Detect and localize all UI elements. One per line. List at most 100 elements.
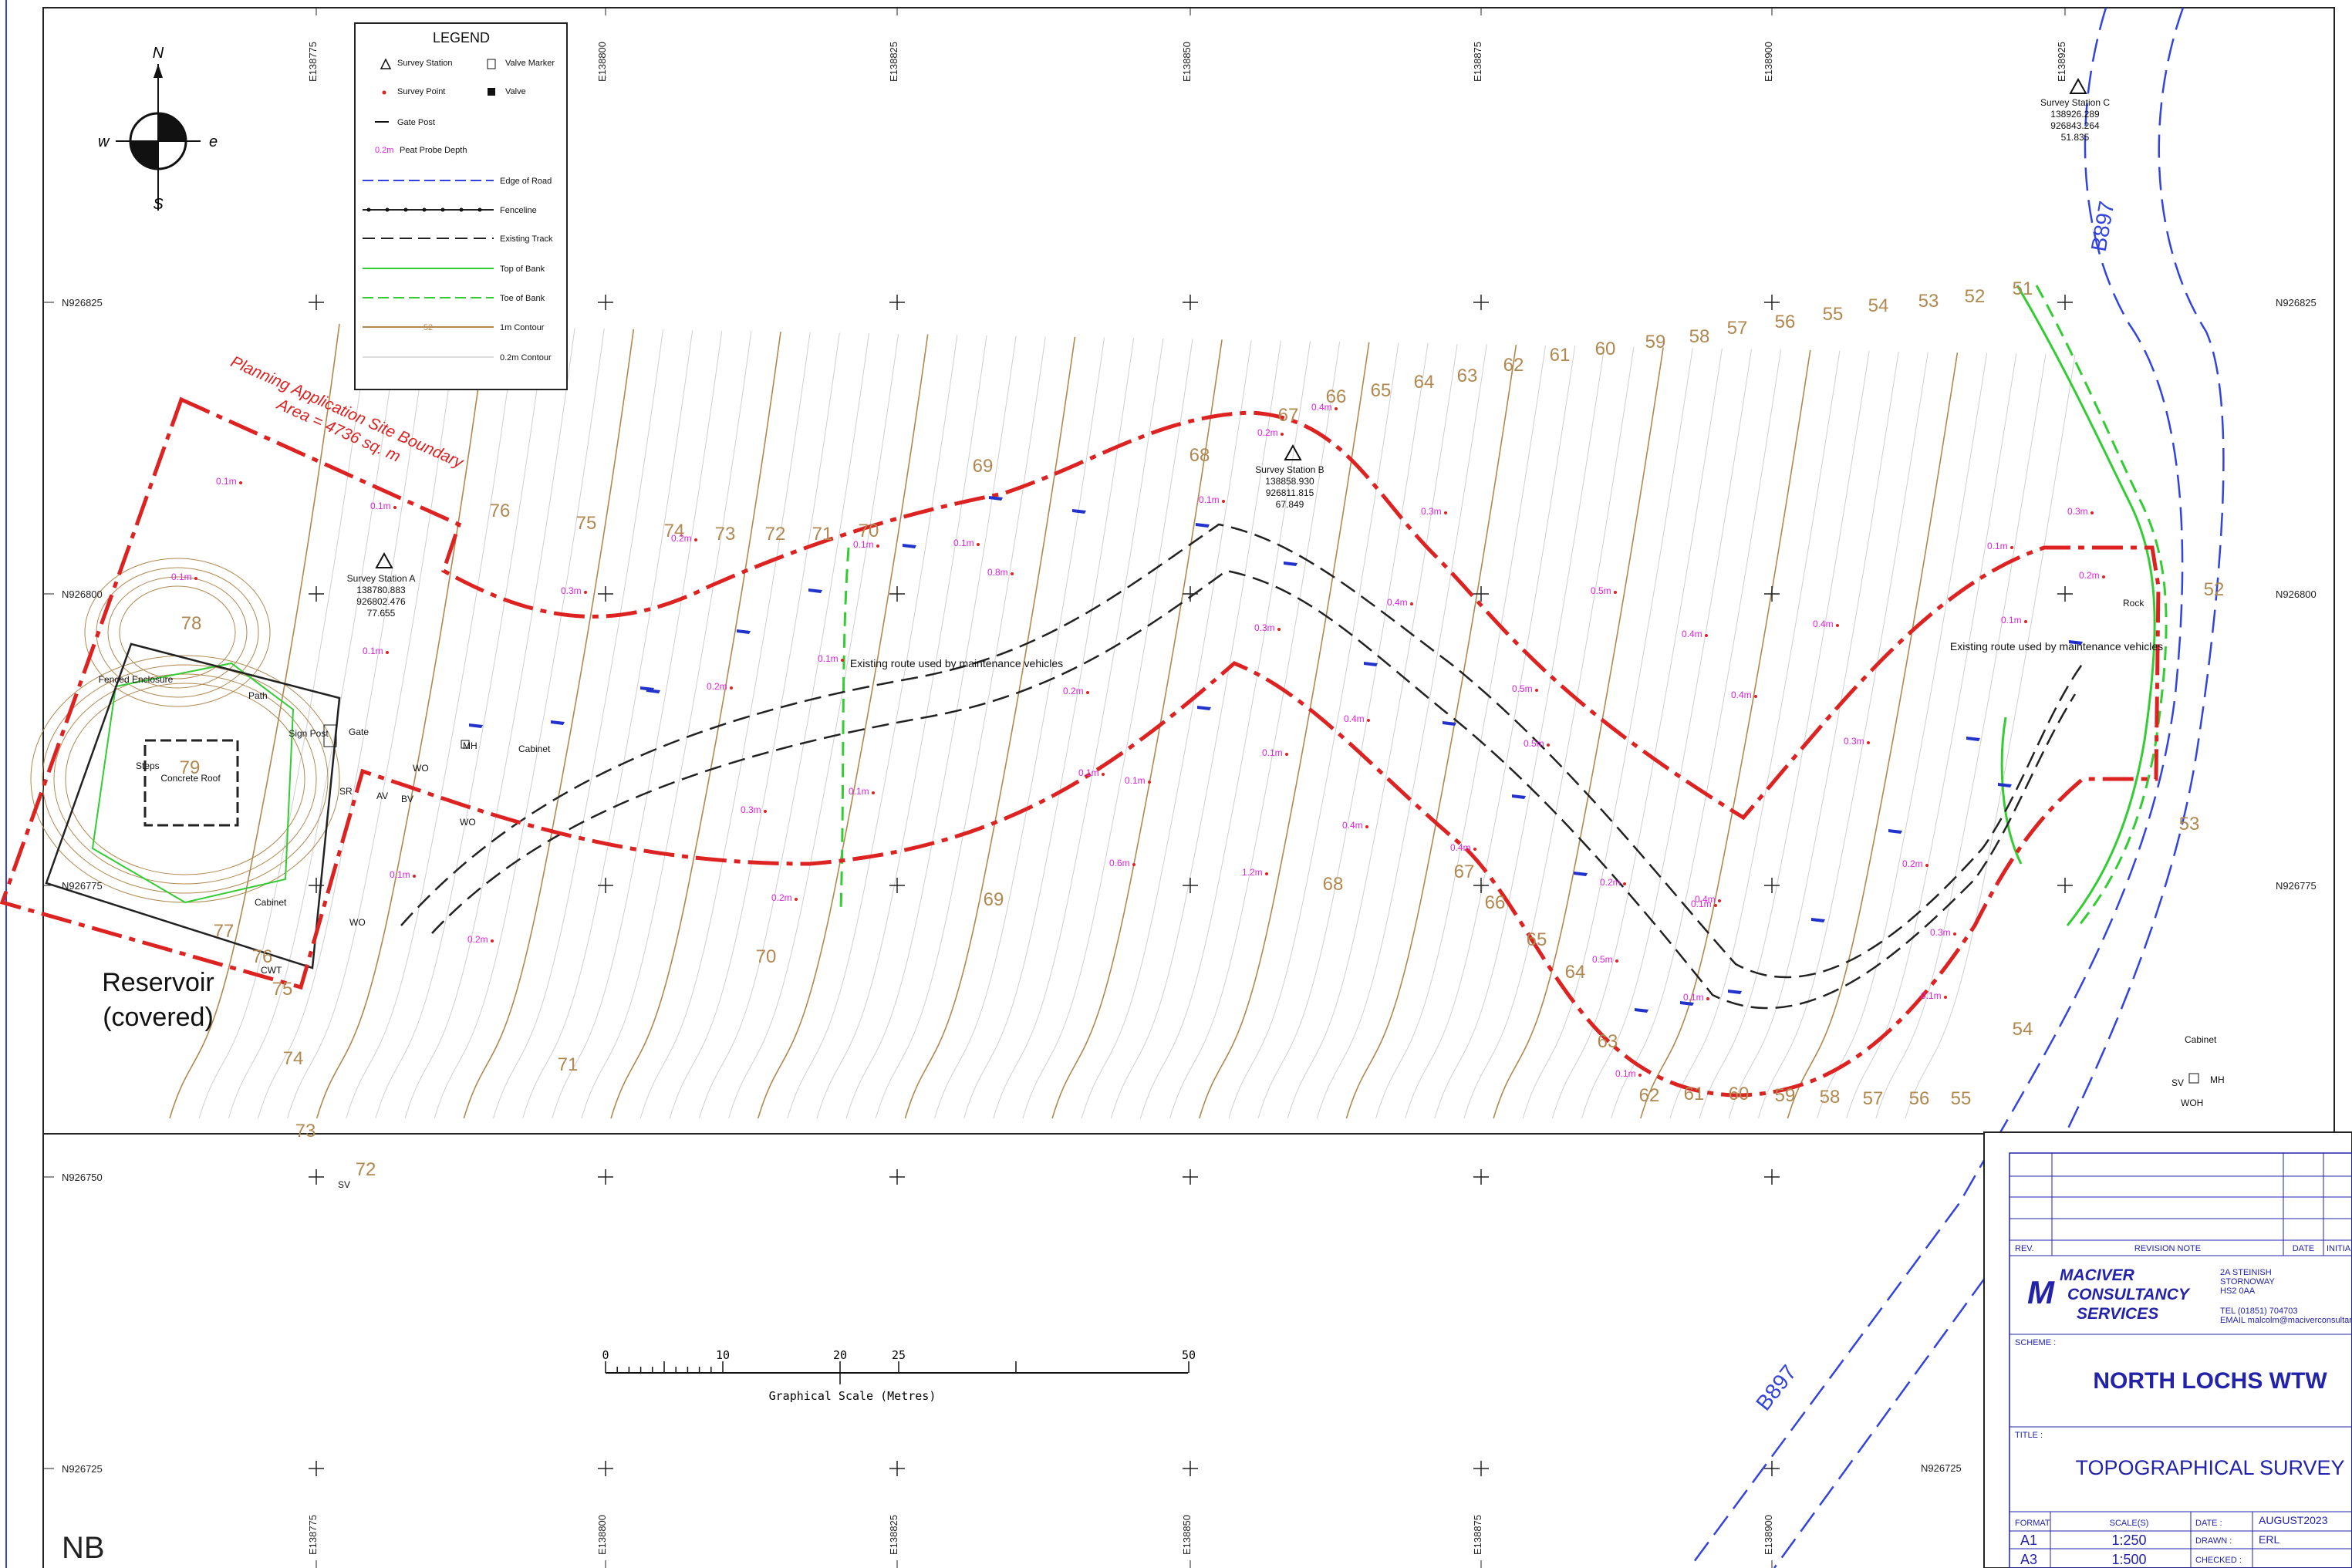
peat-depth-label: 0.2m (707, 681, 727, 692)
survey-station-a: Survey Station A 138780.883 926802.476 7… (347, 551, 415, 619)
survey-point-icon (1705, 634, 1708, 637)
northing-label: N926825 (62, 297, 103, 309)
survey-point-icon (1086, 691, 1089, 694)
peat-depth-label: 0.4m (1695, 894, 1716, 905)
svg-text:1m Contour: 1m Contour (500, 323, 545, 332)
legend-item: 0.2m Contour (363, 353, 552, 362)
survey-point-icon (1718, 899, 1721, 902)
concrete-roof-label: Concrete Roof (160, 773, 221, 784)
survey-station-b: Survey Station B 138858.930 926811.815 6… (1255, 443, 1324, 510)
svg-text:Fenceline: Fenceline (500, 206, 537, 215)
contour-label: 74 (283, 1048, 304, 1069)
contour-label: 77 (214, 921, 235, 942)
svg-text:Edge of Road: Edge of Road (500, 177, 552, 186)
survey-point-icon (1925, 864, 1929, 867)
svg-text:138780.883: 138780.883 (356, 585, 406, 595)
contour-label: 64 (1565, 962, 1586, 983)
peat-depth-label: 0.1m (1125, 775, 1146, 786)
survey-point-icon (841, 659, 844, 662)
contour-label: 51 (2013, 278, 2033, 299)
contour-label: 58 (1689, 326, 1710, 347)
survey-point-icon (1265, 872, 1268, 875)
legend: LEGEND Survey Station Valve Marker Survey … (354, 22, 568, 390)
survey-point-icon (1623, 882, 1626, 885)
legend-title: LEGEND (433, 30, 490, 46)
legend-item: Valve (488, 87, 526, 96)
contour-label: 69 (984, 889, 1004, 910)
contour-label: 66 (1326, 386, 1347, 407)
survey-point-icon (1714, 904, 1717, 907)
svg-text:DRAWN :: DRAWN : (2195, 1536, 2232, 1546)
peat-depth-label: 0.3m (741, 804, 761, 815)
survey-point-icon (1281, 433, 1284, 436)
contour-label: 76 (252, 946, 273, 967)
contour-label: 59 (1775, 1085, 1796, 1106)
svg-text:MACIVER: MACIVER (2060, 1266, 2135, 1284)
svg-text:Survey Station: Survey Station (397, 59, 453, 68)
svg-text:EMAIL malcolm@maciverconsultan: EMAIL malcolm@maciverconsultancy.co (2220, 1316, 2352, 1325)
svg-text:Valve Marker: Valve Marker (505, 59, 555, 68)
svg-text:926802.476: 926802.476 (356, 596, 406, 607)
svg-text:Peat Probe Depth: Peat Probe Depth (400, 146, 467, 155)
survey-point-icon (1132, 863, 1136, 866)
north-arrow-compass: N S e w (98, 45, 218, 213)
cwt-label: CWT (261, 965, 282, 976)
survey-point-icon (2102, 575, 2105, 578)
peat-depth-label: 0.3m (1930, 927, 1951, 938)
survey-point-icon (1365, 825, 1368, 828)
peat-depth-label: 0.1m (390, 869, 410, 880)
peat-depth-label: 0.1m (1987, 541, 2008, 551)
legend-item: Gate Post (375, 118, 435, 127)
peat-depth-label: 0.1m (1199, 494, 1220, 505)
peat-depth-label: 0.2m (1902, 858, 1923, 869)
contour-label: 74 (664, 521, 685, 541)
easting-label: E138775 (307, 1515, 319, 1555)
road-edges (1688, 7, 2225, 1568)
svg-text:10: 10 (716, 1348, 730, 1362)
svg-text:CONSULTANCY: CONSULTANCY (2067, 1286, 2191, 1303)
peat-depth-label: 0.2m (467, 934, 488, 945)
path-label: Path (248, 690, 268, 701)
peat-depth-label: 0.1m (1078, 767, 1099, 778)
valve-marker-icon (487, 59, 496, 69)
valve-marker-icon (903, 544, 916, 548)
legend-item: Top of Bank (363, 265, 545, 274)
peat-depth-label: 0.1m (363, 646, 383, 656)
contour-label: 52 (2204, 579, 2225, 600)
legend-item: Edge of Road (363, 177, 552, 186)
scheme-title: NORTH LOCHS WTW (2093, 1368, 2327, 1394)
legend-item: Valve Marker (487, 59, 555, 69)
northing-label: N926800 (62, 588, 103, 600)
survey-point-icon (382, 90, 386, 95)
svg-text:67.849: 67.849 (1276, 499, 1304, 510)
fenced-enclosure-label: Fenced Enclosure (99, 674, 174, 685)
peat-depth-label: 0.1m (818, 653, 839, 664)
wo-label-2: WO (460, 817, 476, 828)
peat-depth-label: 0.1m (216, 476, 237, 487)
svg-text:Survey Point: Survey Point (397, 87, 445, 96)
contour-label: 63 (1598, 1031, 1618, 1052)
survey-point-icon (1547, 744, 1550, 747)
contour-label: 65 (1371, 380, 1392, 401)
sv-label-2: SV (2171, 1077, 2184, 1088)
peat-depth-label: 0.5m (1592, 954, 1613, 965)
contour-label: 69 (973, 456, 994, 477)
peat-depth-label: 0.1m (171, 572, 192, 582)
reservoir-label: Reservoir (102, 968, 214, 997)
contour-label: 75 (272, 979, 293, 1000)
easting-label: E138850 (1181, 42, 1193, 82)
northing-label-right: N926825 (2276, 297, 2317, 309)
contour-label: 70 (756, 946, 777, 967)
valve-marker-icon (1574, 872, 1588, 876)
steps-label: Steps (136, 760, 160, 771)
svg-text:52: 52 (423, 323, 433, 332)
survey-point-icon (1706, 997, 1709, 1000)
northing-label-right: N926800 (2276, 588, 2317, 600)
peat-depth-label: 0.1m (1683, 992, 1704, 1003)
contour-label: 75 (576, 513, 597, 534)
contour-label: 79 (180, 757, 201, 778)
survey-point-icon (1410, 602, 1413, 605)
mh-label-2: MH (2210, 1074, 2225, 1085)
svg-text:51.835: 51.835 (2061, 132, 2090, 143)
valve-marker-icon (1284, 561, 1297, 566)
